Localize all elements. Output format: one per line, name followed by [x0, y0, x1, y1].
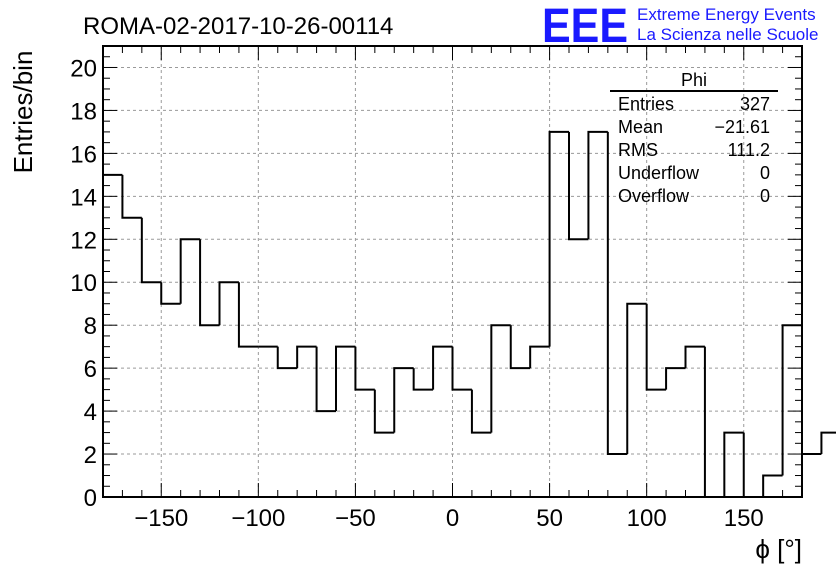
histogram-bin — [199, 239, 220, 327]
y-axis-label: Entries/bin — [8, 51, 38, 174]
y-tick-label: 6 — [84, 356, 97, 383]
y-tick-label: 4 — [84, 399, 97, 426]
histogram-bin — [820, 431, 836, 455]
histogram-bars — [102, 130, 836, 498]
y-tick-label: 10 — [70, 270, 97, 297]
histogram-bin — [179, 238, 201, 304]
x-tick-label: 50 — [536, 505, 563, 532]
histogram-bin — [509, 325, 531, 370]
histogram-bin — [393, 367, 414, 433]
chart-title: ROMA-02-2017-10-26-00114 — [83, 13, 393, 40]
histogram-bin — [237, 282, 259, 348]
y-tick-label: 0 — [84, 485, 97, 512]
eee-logo: EEE Extreme Energy Events La Scienza nel… — [542, 0, 818, 53]
y-tick-label: 18 — [70, 98, 97, 125]
histogram-bin — [412, 368, 434, 391]
stats-row-value: 327 — [740, 94, 770, 114]
grid-lines — [103, 46, 802, 498]
histogram-bin — [373, 389, 395, 434]
histogram-bin — [335, 345, 356, 412]
histogram-bin — [801, 325, 822, 456]
y-tick-label: 14 — [70, 184, 97, 211]
histogram-bin — [703, 346, 725, 498]
x-tick-label: −100 — [231, 505, 285, 532]
x-tick-label: 100 — [627, 505, 667, 532]
y-tick-label: 8 — [84, 313, 97, 340]
histogram-bin — [684, 345, 705, 369]
stats-box: Phi Entries 327 Mean −21.61 RMS 111.2 Underflo… — [610, 70, 778, 206]
eee-logo-text: EEE — [542, 0, 628, 53]
stats-row-value: 111.2 — [728, 140, 770, 160]
histogram-bin — [568, 131, 589, 241]
histogram-bin — [121, 174, 142, 219]
y-tick-label: 16 — [70, 141, 97, 168]
histogram-bin — [626, 302, 647, 455]
histogram-bin — [723, 431, 744, 497]
histogram-bin — [315, 346, 336, 413]
histogram-bin — [218, 281, 239, 326]
histogram-bin — [645, 303, 667, 391]
stats-row-label: Mean — [618, 117, 663, 137]
histogram-bin — [490, 324, 511, 433]
stats-row-label: Overflow — [618, 186, 690, 206]
x-tick-label: −50 — [335, 505, 376, 532]
x-tick-label: −150 — [134, 505, 188, 532]
stats-row-value: −21.61 — [714, 117, 770, 137]
histogram-bin — [529, 345, 550, 369]
histogram-bin — [296, 345, 317, 369]
x-tick-label: 150 — [724, 505, 764, 532]
histogram-bin — [140, 217, 162, 284]
axis-tick-labels: −150 −100 −50 0 50 100 150 0 2 4 6 8 10 12 14 16 18 20 — [70, 55, 763, 532]
histogram-bin — [160, 282, 181, 305]
histogram-bin — [587, 130, 608, 240]
histogram-bin — [665, 367, 686, 390]
y-tick-label: 12 — [70, 227, 97, 254]
y-tick-label: 20 — [70, 55, 97, 82]
stats-row-value: 0 — [760, 163, 770, 183]
stats-row-label: Underflow — [618, 163, 700, 183]
x-axis-label: ϕ [°] — [755, 534, 802, 564]
histogram-bin — [354, 346, 375, 391]
stats-rows: Entries 327 Mean −21.61 RMS 111.2 Underflow 0 Ov… — [618, 94, 770, 206]
stats-row-label: RMS — [618, 140, 658, 160]
histogram-bin — [451, 346, 472, 391]
x-tick-label: 0 — [446, 505, 459, 532]
histogram-bin — [276, 346, 298, 370]
histogram-bin — [470, 389, 492, 434]
axis-ticks — [102, 45, 803, 498]
histogram-bin — [432, 345, 453, 390]
stats-row-value: 0 — [760, 186, 770, 206]
histogram-bin — [742, 432, 764, 498]
histogram-bin — [762, 474, 783, 497]
histogram-bin — [606, 131, 628, 456]
y-tick-label: 2 — [84, 442, 97, 469]
stats-box-title: Phi — [681, 70, 707, 90]
logo-line-2: La Scienza nelle Scuole — [637, 25, 818, 44]
stats-row-label: Entries — [618, 94, 674, 114]
logo-line-1: Extreme Energy Events — [637, 5, 816, 24]
histogram-bin — [548, 130, 569, 347]
